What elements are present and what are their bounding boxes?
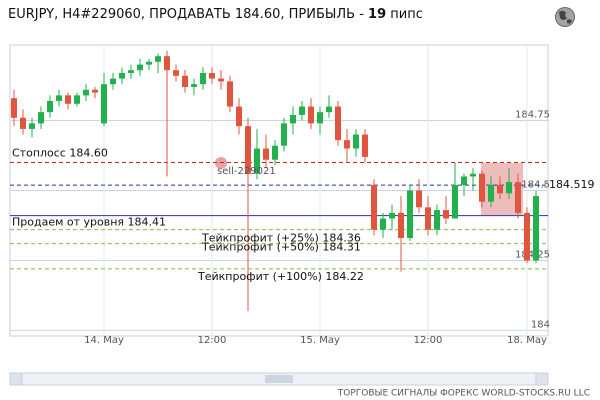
candle-body xyxy=(497,184,503,194)
chart-title: EURJPY, H4#229060, ПРОДАВАТЬ 184.60, ПРИ… xyxy=(8,7,423,22)
x-tick-label: 15. May xyxy=(300,335,340,346)
candle-body xyxy=(56,95,62,101)
candle-body xyxy=(110,78,116,85)
candle-body xyxy=(335,106,341,141)
candle-body xyxy=(83,89,89,96)
candle-body xyxy=(128,70,134,73)
x-tick-label: 12:00 xyxy=(414,335,443,346)
candle-body xyxy=(533,196,539,261)
candle-body xyxy=(479,173,485,202)
candle-body xyxy=(362,134,368,157)
title-text: EURJPY, H4#229060, ПРОДАВАТЬ 184.60, ПРИ… xyxy=(8,7,364,22)
candle-body xyxy=(470,173,476,177)
candle-body xyxy=(488,184,494,202)
y-tick-label: 184.25 xyxy=(515,249,550,260)
candle-body xyxy=(299,106,305,115)
candle-body xyxy=(524,212,530,261)
level-label: 184.519 xyxy=(549,178,595,191)
candle-body xyxy=(146,61,152,65)
candle-body xyxy=(434,210,440,230)
candle-body xyxy=(209,72,215,79)
candle-body xyxy=(155,56,161,62)
profit-unit: пипс xyxy=(390,7,423,22)
candle-body xyxy=(65,95,71,104)
candle-body xyxy=(317,112,323,124)
candle-body xyxy=(137,64,143,71)
candle-body xyxy=(416,190,422,208)
candle-body xyxy=(353,134,359,149)
level-label: Стоплосс 184.60 xyxy=(12,147,108,160)
candle-body xyxy=(29,123,35,129)
candle-body xyxy=(398,212,404,239)
candle-body xyxy=(119,72,125,79)
level-label: Продаем от уровня 184.41 xyxy=(12,216,166,229)
candle-body xyxy=(245,126,251,174)
candle-body xyxy=(308,106,314,124)
level-label: Тейкпрофит (+100%) 184.22 xyxy=(197,270,364,283)
candle-body xyxy=(263,148,269,160)
candle-body xyxy=(200,72,206,85)
order-label: sell-229021 xyxy=(217,166,276,177)
candle-body xyxy=(389,212,395,219)
candle-body xyxy=(191,84,197,87)
x-tick-label: 14. May xyxy=(84,335,124,346)
candle-body xyxy=(272,145,278,160)
candle-body xyxy=(407,190,413,239)
candle-body xyxy=(74,95,80,104)
candle-body xyxy=(20,117,26,129)
candle-body xyxy=(164,56,170,71)
candle-body xyxy=(461,176,467,185)
candle-body xyxy=(506,182,512,194)
candle-body xyxy=(281,123,287,146)
candle-body xyxy=(236,106,242,127)
candle-body xyxy=(290,114,296,124)
globe-icon[interactable] xyxy=(555,7,575,27)
candle-body xyxy=(101,84,107,124)
scrollbar[interactable] xyxy=(9,372,549,386)
candle-body xyxy=(92,89,98,93)
candle-body xyxy=(344,140,350,149)
x-tick-label: 18. May xyxy=(507,335,547,346)
candle-body xyxy=(443,210,449,219)
candle-body xyxy=(173,70,179,76)
y-tick-label: 184.75 xyxy=(515,110,550,121)
candle-body xyxy=(452,184,458,219)
profit: 19 xyxy=(368,7,386,22)
candle-body xyxy=(371,184,377,230)
level-label: Тейкпрофит (+25%) 184.36 xyxy=(201,232,361,245)
candle-body xyxy=(254,148,260,174)
candle-body xyxy=(11,98,17,118)
price-tag-bg xyxy=(549,178,597,193)
level-label: Тейкпрофит (+50%) 184.31 xyxy=(201,241,361,254)
candle-body xyxy=(227,81,233,107)
y-tick-label: 184 xyxy=(531,319,550,330)
x-tick-label: 12:00 xyxy=(198,335,227,346)
footer: ТОРГОВЫЕ СИГНАЛЫ ФОРЕКС WORLD-STOCKS.RU … xyxy=(337,389,590,399)
candle-body xyxy=(182,75,188,87)
candle-body xyxy=(218,78,224,82)
candle-body xyxy=(38,112,44,124)
candle-body xyxy=(380,218,386,230)
candle-body xyxy=(326,106,332,113)
candle-body xyxy=(515,182,521,213)
candle-body xyxy=(47,100,53,113)
candle-body xyxy=(425,207,431,230)
